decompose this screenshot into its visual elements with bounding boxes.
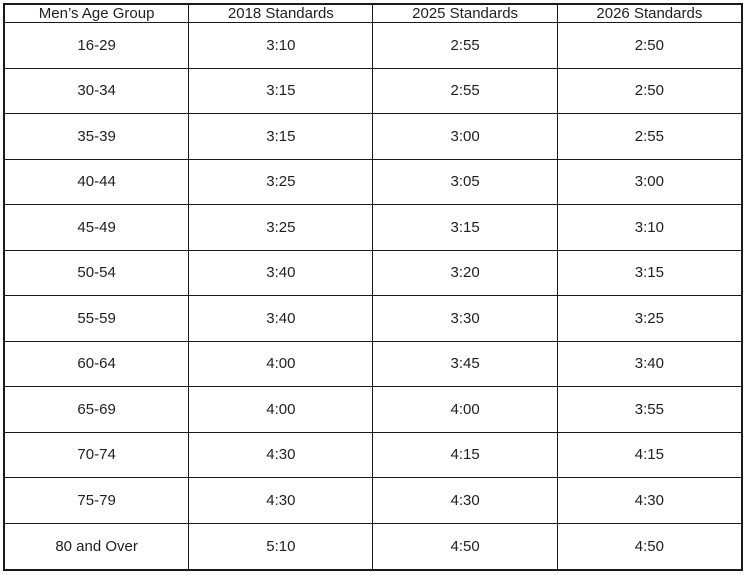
cell-2025-standard: 4:30 — [372, 477, 558, 524]
table-row: 55-59 3:40 3:30 3:25 — [3, 295, 743, 342]
cell-2018-standard: 4:00 — [188, 386, 374, 433]
table-header: Men’s Age Group 2018 Standards 2025 Stan… — [3, 3, 743, 23]
cell-2025-standard: 3:05 — [372, 158, 558, 206]
cell-2026-standard: 3:55 — [556, 386, 743, 433]
cell-2026-standard: 2:50 — [556, 67, 743, 115]
cell-2025-standard: 3:15 — [372, 204, 558, 251]
qualifying-standards-table: Men’s Age Group 2018 Standards 2025 Stan… — [3, 3, 743, 571]
cell-age-group: 35-39 — [3, 113, 190, 160]
cell-2026-standard: 3:40 — [556, 340, 743, 388]
cell-2026-standard: 3:00 — [556, 158, 743, 206]
table-row: 70-74 4:30 4:15 4:15 — [3, 431, 743, 479]
table-row: 50-54 3:40 3:20 3:15 — [3, 249, 743, 297]
cell-2018-standard: 3:25 — [188, 158, 374, 206]
cell-2026-standard: 4:15 — [556, 431, 743, 479]
cell-2018-standard: 3:15 — [188, 67, 374, 115]
cell-2025-standard: 3:00 — [372, 113, 558, 160]
cell-2025-standard: 4:00 — [372, 386, 558, 433]
cell-age-group: 80 and Over — [3, 522, 190, 571]
cell-2018-standard: 3:15 — [188, 113, 374, 160]
cell-2026-standard: 2:55 — [556, 113, 743, 160]
standards-table-container: Men’s Age Group 2018 Standards 2025 Stan… — [3, 3, 743, 571]
cell-2026-standard: 2:50 — [556, 22, 743, 69]
cell-2018-standard: 4:30 — [188, 431, 374, 479]
cell-2026-standard: 3:15 — [556, 249, 743, 297]
table-row: 40-44 3:25 3:05 3:00 — [3, 158, 743, 206]
cell-2018-standard: 3:25 — [188, 204, 374, 251]
cell-age-group: 50-54 — [3, 249, 190, 297]
cell-2025-standard: 2:55 — [372, 67, 558, 115]
cell-2018-standard: 4:00 — [188, 340, 374, 388]
cell-2025-standard: 3:45 — [372, 340, 558, 388]
cell-2018-standard: 3:40 — [188, 295, 374, 342]
cell-age-group: 60-64 — [3, 340, 190, 388]
cell-age-group: 30-34 — [3, 67, 190, 115]
table-row: 65-69 4:00 4:00 3:55 — [3, 386, 743, 433]
cell-2026-standard: 4:30 — [556, 477, 743, 524]
column-header-2026-standards: 2026 Standards — [556, 3, 743, 23]
cell-2025-standard: 4:15 — [372, 431, 558, 479]
cell-age-group: 70-74 — [3, 431, 190, 479]
cell-2026-standard: 4:50 — [556, 522, 743, 571]
table-row: 80 and Over 5:10 4:50 4:50 — [3, 522, 743, 571]
column-header-2025-standards: 2025 Standards — [372, 3, 558, 23]
table-row: 30-34 3:15 2:55 2:50 — [3, 67, 743, 115]
table-row: 16-29 3:10 2:55 2:50 — [3, 22, 743, 69]
table-row: 35-39 3:15 3:00 2:55 — [3, 113, 743, 160]
cell-age-group: 65-69 — [3, 386, 190, 433]
cell-2025-standard: 2:55 — [372, 22, 558, 69]
column-header-age-group: Men’s Age Group — [3, 3, 190, 23]
cell-2025-standard: 4:50 — [372, 522, 558, 571]
column-header-2018-standards: 2018 Standards — [188, 3, 374, 23]
cell-age-group: 40-44 — [3, 158, 190, 206]
cell-age-group: 16-29 — [3, 22, 190, 69]
table-row: 60-64 4:00 3:45 3:40 — [3, 340, 743, 388]
table-row: 75-79 4:30 4:30 4:30 — [3, 477, 743, 524]
table-row: 45-49 3:25 3:15 3:10 — [3, 204, 743, 251]
cell-2025-standard: 3:20 — [372, 249, 558, 297]
cell-2025-standard: 3:30 — [372, 295, 558, 342]
cell-2026-standard: 3:25 — [556, 295, 743, 342]
table-body: 16-29 3:10 2:55 2:50 30-34 3:15 2:55 2:5… — [3, 22, 743, 571]
cell-2018-standard: 3:10 — [188, 22, 374, 69]
cell-age-group: 45-49 — [3, 204, 190, 251]
cell-2018-standard: 5:10 — [188, 522, 374, 571]
cell-2018-standard: 4:30 — [188, 477, 374, 524]
header-row: Men’s Age Group 2018 Standards 2025 Stan… — [3, 3, 743, 23]
cell-age-group: 75-79 — [3, 477, 190, 524]
cell-age-group: 55-59 — [3, 295, 190, 342]
cell-2018-standard: 3:40 — [188, 249, 374, 297]
cell-2026-standard: 3:10 — [556, 204, 743, 251]
